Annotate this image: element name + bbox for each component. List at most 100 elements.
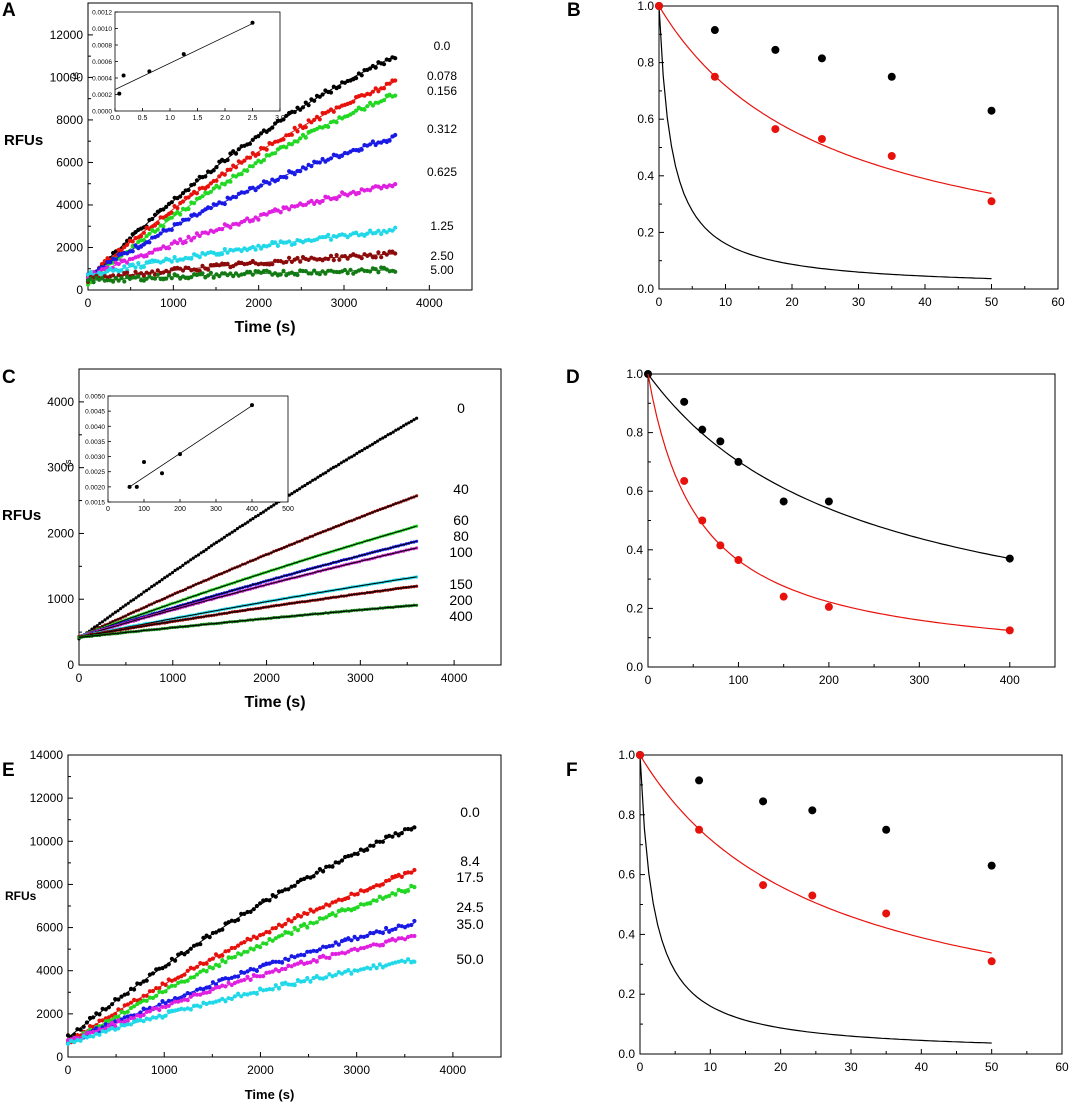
- panel-C-inset-xtick-label: 200: [174, 506, 186, 513]
- panel-C-series-label: 0: [457, 400, 465, 416]
- panel-A-frame: [87, 2, 473, 291]
- panel-C-inset-ytick-label: 0.0020: [85, 484, 105, 491]
- panel-E-point-0.0: [412, 825, 417, 830]
- panel-B-point-red: [817, 135, 826, 144]
- panel-E-series-35.0: [65, 933, 417, 1043]
- panel-A-inset-frame: [114, 11, 281, 112]
- panel-A-point-5.00: [295, 272, 300, 278]
- panel-B-xtick-label: 40: [918, 295, 932, 309]
- panel-A-series-0.0: [85, 55, 398, 283]
- panel-E-point-17.5: [368, 901, 373, 906]
- panel-A-inset-point: [250, 20, 255, 25]
- panel-A-point-1.25: [368, 228, 373, 233]
- panel-E-point-24.5: [210, 980, 215, 985]
- panel-A-point-1.25: [259, 246, 264, 251]
- panel-A-point-0.156: [393, 93, 398, 98]
- panel-C-inset-xtick-label: 100: [138, 506, 150, 513]
- panel-C-inset-ytick-label: 0.0015: [85, 500, 105, 507]
- panel-C-fit-0: [78, 417, 417, 640]
- panel-C-series-label: 60: [453, 512, 469, 528]
- panel-C-series-100: [77, 546, 419, 639]
- panel-B-xtick-label: 20: [785, 295, 799, 309]
- panel-C-inset-point: [134, 484, 139, 489]
- panel-C-ytick-label: 0: [67, 658, 74, 672]
- panel-B-ytick-label: 1.0: [637, 0, 654, 13]
- panel-E-point-0.0: [317, 867, 322, 872]
- panel-D-ytick-label: 0.4: [626, 543, 643, 557]
- panel-E-point-50.0: [292, 983, 297, 988]
- panel-A-inset-ytick-label: 0.0010: [92, 26, 112, 33]
- panel-B-xtick-label: 30: [852, 295, 866, 309]
- panel-A-point-0.625: [228, 225, 233, 230]
- panel-E-series-label: 35.0: [456, 916, 483, 932]
- panel-A-point-0.156: [326, 124, 331, 129]
- panel-D-xtick-label: 300: [909, 673, 929, 687]
- panel-F-xtick-label: 10: [704, 1060, 718, 1074]
- panel-B-xtick-label: 60: [1051, 295, 1065, 309]
- panel-A-point-1.25: [136, 261, 141, 266]
- panel-A-series-1.25: [85, 225, 398, 279]
- panel-B-ytick-label: 0.6: [637, 112, 654, 126]
- panel-A-fit-0.312: [87, 136, 396, 276]
- panel-F-letter: F: [566, 760, 578, 781]
- panel-E-point-50.0: [314, 974, 319, 979]
- panel-A-ytick-label: 0: [76, 283, 83, 297]
- panel-E-point-8.4: [220, 953, 225, 958]
- panel-C-series-200: [77, 584, 419, 639]
- panel-E-point-50.0: [236, 991, 241, 996]
- panel-D-xtick-label: 200: [819, 673, 839, 687]
- panel-A-point-0.078: [295, 129, 300, 134]
- panel-A-point-2.50: [200, 263, 205, 268]
- panel-A-point-5.00: [166, 273, 172, 278]
- panel-B-fit-red: [658, 5, 992, 194]
- panel-A-point-0.078: [264, 147, 269, 152]
- panel-A-point-5.00: [136, 274, 141, 279]
- panel-D-ytick-label: 1.0: [626, 367, 643, 381]
- panel-A-point-0.156: [334, 120, 339, 125]
- panel-A-series-0.625: [85, 182, 398, 281]
- panel-D-xtick-label: 400: [1000, 673, 1020, 687]
- panel-A-point-2.50: [334, 253, 339, 258]
- panel-A-inset-ytick-label: 0.0004: [92, 76, 112, 83]
- panel-E-point-17.5: [298, 923, 304, 928]
- panel-F-fit-black: [639, 754, 992, 1044]
- panel-A-point-1.25: [345, 235, 350, 240]
- panel-B-frame: [658, 5, 1059, 290]
- panel-C-inset-fit: [127, 405, 253, 489]
- panel-F-point-black: [808, 806, 817, 815]
- panel-E-series-label: 0.0: [460, 804, 480, 820]
- panel-B-ytick-label: 0.0: [637, 282, 654, 296]
- panel-A-series-2.50: [85, 249, 398, 284]
- panel-A-point-0.156: [245, 168, 250, 173]
- panel-E-fit-0.0: [67, 825, 415, 1038]
- panel-A-point-0.625: [334, 196, 339, 202]
- panel-A-point-0.625: [312, 201, 317, 206]
- panel-C-inset-ytick-label: 0.0025: [85, 469, 105, 476]
- panel-C-series-0: [77, 416, 419, 641]
- panel-E-point-50.0: [305, 975, 310, 981]
- panel-C-ylabel: RFUs: [2, 507, 41, 524]
- panel-E-point-35.0: [116, 1018, 121, 1023]
- panel-A-inset-xtick-label: 1.0: [165, 115, 175, 122]
- panel-C-inset-point: [127, 484, 132, 489]
- panel-A-point-0.078: [99, 262, 105, 267]
- panel-E-fit-50.0: [67, 959, 415, 1044]
- panel-A-point-1.25: [239, 248, 244, 254]
- panel-A-inset-xtick-label: 1.5: [193, 115, 203, 122]
- panel-E-point-24.5: [207, 985, 212, 990]
- panel-A-point-0.625: [236, 222, 241, 227]
- panel-A-point-5.00: [281, 268, 286, 273]
- panel-C-inset-ytick-label: 0.0035: [85, 439, 105, 446]
- panel-A-point-0.0: [228, 151, 233, 156]
- panel-B-point-black: [817, 54, 826, 63]
- panel-D-point-red: [680, 476, 689, 485]
- panel-C-fit-60: [78, 525, 417, 638]
- panel-F-frame: [639, 754, 1063, 1055]
- panel-B-point-black: [710, 26, 719, 35]
- panel-E-point-8.4: [213, 952, 219, 957]
- panel-B-point-red: [887, 151, 896, 160]
- panel-A-letter: A: [2, 0, 16, 21]
- panel-E-ytick-label: 10000: [30, 834, 64, 848]
- panel-F-point-red: [808, 891, 817, 900]
- panel-A-point-0.625: [250, 218, 255, 223]
